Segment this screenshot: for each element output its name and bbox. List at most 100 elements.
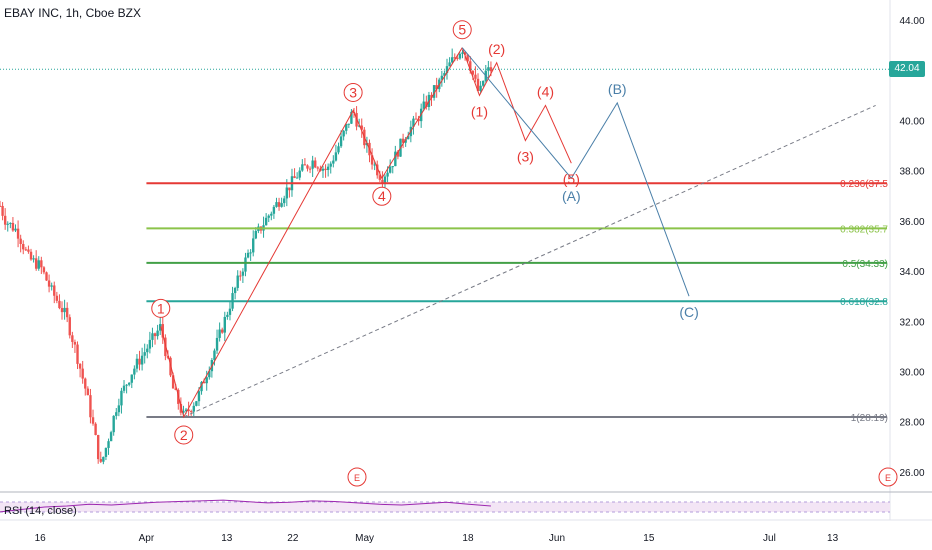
candle-body — [461, 52, 464, 54]
candle-body — [401, 138, 405, 143]
x-tick-label: May — [355, 533, 374, 544]
candle-body — [200, 381, 203, 392]
fib-level-label: 0.382(35.7 — [840, 224, 888, 235]
fib-level-label: 1(28.19) — [851, 413, 888, 424]
candle-body — [293, 176, 296, 178]
candle-body — [412, 118, 415, 127]
candle-body — [133, 368, 136, 375]
x-tick-label: 18 — [462, 533, 474, 544]
candle-body — [311, 160, 314, 169]
fib-level-label: 0.5(34.33) — [842, 259, 888, 270]
candle-body — [156, 330, 159, 337]
candle-body — [342, 130, 345, 137]
candle-body — [37, 260, 40, 269]
candle-body — [469, 61, 472, 71]
candle-body — [34, 258, 38, 269]
candle-body — [425, 101, 428, 107]
candle-body — [102, 456, 105, 462]
candle-body — [422, 101, 425, 109]
x-tick-label: Jun — [549, 533, 565, 544]
candle-body — [275, 202, 278, 207]
candle-body — [283, 198, 286, 204]
candle-body — [357, 125, 361, 127]
y-tick-label: 26.00 — [899, 468, 924, 479]
candle-body — [339, 136, 343, 147]
candle-body — [99, 459, 102, 462]
candle-body — [115, 412, 118, 416]
chart-title: EBAY INC, 1h, Cboe BZX — [4, 6, 141, 20]
y-tick-label: 28.00 — [899, 418, 924, 429]
candle-body — [378, 175, 382, 180]
y-tick-label: 32.00 — [899, 317, 924, 328]
candle-body — [373, 164, 376, 166]
candle-body — [396, 151, 400, 157]
candle-body — [463, 52, 467, 55]
candle-body — [81, 368, 84, 379]
candle-body — [443, 73, 446, 76]
candle-body — [159, 324, 162, 331]
candle-body — [347, 123, 351, 125]
candle-body — [11, 222, 15, 231]
candle-body — [65, 307, 69, 318]
candle-body — [236, 275, 239, 288]
candle-body — [40, 260, 43, 268]
candle-body — [127, 382, 131, 385]
candle-body — [171, 375, 175, 389]
candle-body — [440, 75, 444, 80]
candle-body — [0, 205, 2, 207]
current-price-tag: 42.04 — [889, 61, 925, 78]
wave-label-circle — [372, 186, 392, 206]
candle-body — [316, 167, 320, 169]
wave-label-circle — [343, 82, 363, 102]
candle-body — [190, 411, 193, 413]
candle-body — [14, 228, 17, 231]
candle-body — [308, 168, 312, 170]
x-tick-label: 13 — [221, 533, 233, 544]
impulse-wave-label: 5 — [458, 22, 466, 38]
candle-body — [138, 358, 141, 365]
candle-body — [383, 176, 387, 184]
candle-body — [244, 257, 247, 272]
candle-body — [324, 168, 327, 170]
candle-body — [104, 447, 108, 457]
impulse-wave-label: 2 — [180, 427, 188, 443]
candle-body — [277, 202, 281, 207]
candle-body — [164, 337, 167, 357]
candle-body — [479, 85, 482, 91]
fib-level-label: 0.236(37.5 — [840, 179, 888, 190]
candle-body — [27, 249, 30, 252]
y-tick-label: 36.00 — [899, 217, 924, 228]
candle-body — [407, 136, 410, 140]
candle-body — [350, 111, 353, 124]
candle-body — [414, 118, 418, 120]
candle-body — [187, 409, 190, 412]
abc-wave-label: (B) — [608, 81, 627, 97]
trendline — [183, 104, 876, 418]
candle-body — [45, 272, 48, 281]
candle-body — [288, 187, 291, 191]
candle-body — [174, 388, 177, 390]
candle-body — [120, 390, 123, 406]
candle-body — [326, 166, 330, 170]
minor-wave-label: (4) — [537, 83, 554, 99]
minor-wave-path — [461, 47, 572, 164]
candle-body — [42, 267, 46, 273]
candle-body — [22, 243, 25, 250]
candle-body — [332, 160, 335, 164]
candle-body — [140, 355, 144, 365]
abc-wave-label: (C) — [679, 304, 698, 320]
candle-body — [32, 258, 35, 260]
candle-body — [3, 215, 7, 225]
candle-body — [135, 358, 139, 369]
candle-body — [78, 363, 82, 369]
candle-body — [264, 217, 268, 226]
rsi-band — [0, 502, 890, 512]
candle-body — [213, 350, 216, 361]
candle-body — [233, 287, 237, 294]
candle-body — [417, 118, 420, 122]
candle-body — [295, 177, 299, 179]
candle-body — [53, 285, 56, 296]
candle-body — [448, 62, 451, 67]
candle-body — [334, 152, 338, 161]
